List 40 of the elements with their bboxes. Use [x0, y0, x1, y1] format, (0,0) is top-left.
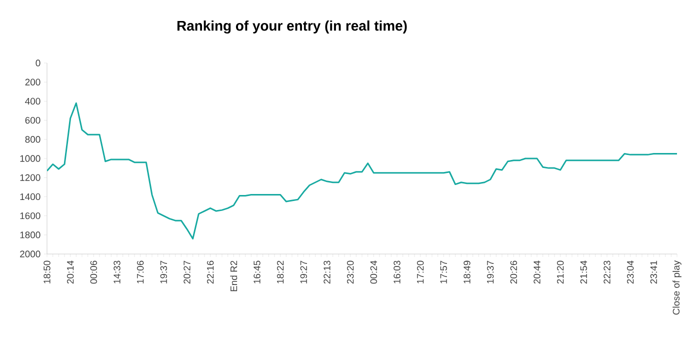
x-tick-label: 16:45 [254, 260, 260, 284]
chart-title: Ranking of your entry (in real time) [177, 20, 407, 34]
x-tick-label: Close of play [672, 260, 682, 315]
y-tick-label: 0 [36, 60, 40, 66]
x-tick-label: 23:41 [650, 260, 658, 284]
y-tick-label: 1800 [20, 232, 40, 238]
x-tick-label: 21:20 [556, 260, 564, 284]
y-tick-label: 1200 [20, 174, 40, 181]
x-tick-label: End R2 [230, 260, 238, 292]
x-tick-label: 00:24 [370, 260, 378, 284]
x-tick-label: 17:06 [136, 260, 144, 284]
x-tick-label: 22:13 [324, 260, 330, 284]
x-tick-label: 20:27 [184, 260, 190, 284]
x-tick-label: 20:14 [66, 260, 74, 284]
x-tick-label: 22:16 [206, 260, 214, 284]
y-tick-label: 200 [25, 78, 40, 86]
x-tick-label: 20:44 [534, 260, 540, 284]
x-tick-label: 19:37 [486, 260, 494, 284]
x-tick-label: 18:22 [276, 260, 284, 284]
x-tick-label: 18:49 [464, 260, 470, 284]
y-tick-label: 600 [25, 116, 40, 124]
x-tick-label: 22:23 [604, 260, 610, 284]
x-tick-label: 19:37 [160, 260, 168, 284]
x-tick-label: 21:54 [580, 260, 588, 284]
x-tick-label: 18:50 [44, 260, 50, 284]
x-tick-label: 14:33 [114, 260, 120, 284]
x-tick-label: 17:20 [416, 260, 424, 284]
x-tick-label: 19:27 [300, 260, 308, 284]
x-tick-label: 23:04 [626, 260, 634, 284]
y-tick-label: 1000 [20, 155, 40, 162]
x-tick-label: 17:57 [440, 260, 447, 284]
y-tick-label: 2000 [20, 250, 40, 258]
x-tick-label: 20:26 [510, 260, 518, 284]
x-tick-label: 23:20 [346, 260, 354, 284]
y-tick-label: 800 [25, 136, 40, 143]
y-tick-label: 400 [25, 98, 40, 105]
x-tick-label: 16:03 [394, 260, 400, 284]
y-tick-label: 1600 [20, 212, 40, 220]
x-tick-label: 00:06 [90, 260, 98, 284]
y-tick-label: 1400 [20, 193, 40, 200]
